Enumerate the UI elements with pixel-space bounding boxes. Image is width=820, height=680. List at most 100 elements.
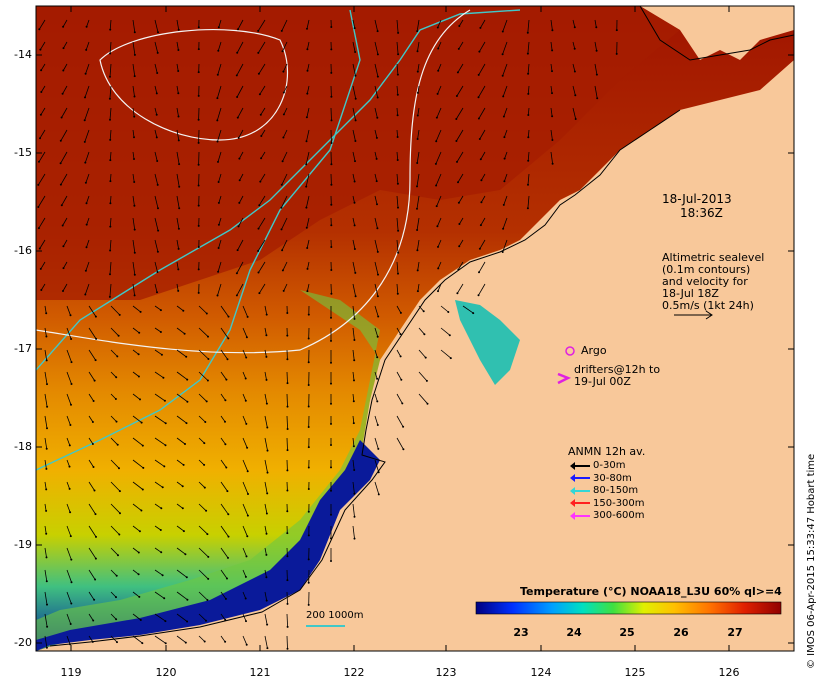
drifter-marker-icon — [557, 372, 572, 385]
velocity-arrowhead — [353, 224, 356, 227]
velocity-arrowhead — [235, 272, 238, 275]
velocity-arrow — [257, 19, 266, 32]
velocity-arrow — [176, 305, 184, 312]
velocity-arrow — [61, 107, 68, 118]
velocity-arrowhead — [307, 558, 310, 561]
velocity-arrowhead — [573, 47, 576, 50]
velocity-arrow — [198, 591, 208, 601]
velocity-arrowhead — [160, 551, 163, 554]
velocity-arrowhead — [286, 602, 289, 605]
velocity-arrowhead — [477, 294, 480, 297]
velocity-arrow — [44, 437, 48, 449]
velocity-arrow — [330, 129, 332, 144]
velocity-arrow — [154, 239, 159, 252]
velocity-arrowhead — [353, 537, 356, 540]
sealevel-contour — [99, 29, 289, 141]
velocity-arrowhead — [140, 421, 143, 424]
velocity-arrow — [237, 239, 244, 251]
velocity-arrow — [396, 415, 404, 427]
velocity-arrow — [264, 613, 268, 625]
velocity-arrow — [527, 85, 530, 94]
velocity-arrow — [40, 261, 46, 270]
velocity-arrow — [417, 261, 420, 271]
velocity-arrowhead — [225, 378, 228, 381]
velocity-arrowhead — [137, 353, 140, 356]
velocity-arrowhead — [456, 160, 458, 163]
velocity-arrowhead — [245, 643, 248, 646]
velocity-arrowhead — [60, 116, 63, 119]
velocity-arrowhead — [501, 74, 504, 77]
velocity-arrow — [242, 503, 249, 516]
velocity-arrow — [462, 305, 474, 314]
velocity-arrowhead — [93, 489, 96, 492]
velocity-arrowhead — [457, 181, 459, 184]
velocity-arrow — [132, 129, 135, 138]
legend-label: 80-150m — [593, 485, 639, 496]
velocity-arrow — [132, 613, 142, 621]
velocity-arrowhead — [85, 48, 88, 51]
velocity-arrowhead — [401, 402, 404, 405]
velocity-arrowhead — [526, 207, 529, 210]
velocity-arrowhead — [164, 422, 167, 425]
velocity-arrowhead — [37, 227, 40, 230]
velocity-arrowhead — [246, 514, 249, 517]
velocity-arrowhead — [458, 25, 461, 27]
velocity-arrowhead — [354, 51, 357, 53]
velocity-arrow — [154, 305, 162, 311]
velocity-arrowhead — [217, 247, 220, 249]
velocity-arrowhead — [416, 91, 419, 94]
velocity-arrow — [88, 591, 95, 601]
velocity-arrowhead — [397, 272, 399, 275]
velocity-arrowhead — [164, 642, 167, 645]
axis-ticks — [36, 6, 794, 651]
velocity-arrowhead — [91, 640, 94, 643]
velocity-arrowhead — [353, 492, 356, 495]
velocity-arrow — [307, 283, 310, 292]
velocity-arrow — [154, 19, 159, 33]
velocity-arrowhead — [197, 118, 200, 121]
velocity-arrow — [44, 547, 47, 558]
velocity-arrow — [502, 41, 508, 55]
velocity-arrowhead — [376, 203, 378, 206]
velocity-arrow — [306, 217, 310, 228]
velocity-arrow — [109, 239, 112, 251]
velocity-arrowhead — [84, 161, 87, 164]
velocity-arrowhead — [435, 116, 438, 119]
velocity-arrowhead — [282, 113, 285, 116]
velocity-arrowhead — [396, 73, 399, 76]
velocity-arrowhead — [159, 529, 162, 531]
velocity-arrowhead — [377, 273, 379, 276]
velocity-arrow — [109, 283, 112, 297]
velocity-arrowhead — [455, 118, 458, 120]
colorbar-tick-label: 26 — [673, 626, 689, 639]
velocity-arrowhead — [246, 470, 249, 473]
velocity-arrowhead — [203, 640, 206, 643]
velocity-arrow — [176, 173, 180, 187]
colorbar-tick-label: 25 — [619, 626, 635, 639]
velocity-arrow — [352, 85, 357, 99]
altimetry-line-4: 18-Jul 18Z — [662, 287, 719, 300]
velocity-arrow — [502, 239, 508, 253]
velocity-arrowhead — [307, 384, 310, 386]
velocity-arrowhead — [117, 334, 120, 337]
velocity-arrow — [220, 371, 227, 380]
velocity-arrow — [352, 481, 355, 494]
velocity-arrowhead — [353, 379, 355, 382]
velocity-arrow — [44, 371, 48, 385]
velocity-arrowhead — [354, 295, 357, 298]
velocity-arrowhead — [109, 159, 112, 162]
velocity-arrow — [110, 415, 117, 422]
legend-arrow-icon — [570, 511, 590, 520]
velocity-arrowhead — [330, 269, 333, 271]
velocity-arrowhead — [40, 289, 43, 291]
velocity-arrow — [437, 41, 442, 49]
velocity-arrowhead — [416, 70, 419, 73]
lat-tick-label: -18 — [14, 440, 32, 453]
velocity-arrowhead — [217, 223, 220, 226]
velocity-arrow — [218, 217, 222, 225]
velocity-arrowhead — [354, 271, 357, 274]
velocity-arrow — [217, 283, 222, 296]
velocity-arrow — [527, 41, 530, 54]
velocity-arrowhead — [182, 309, 185, 312]
velocity-arrowhead — [354, 74, 357, 77]
